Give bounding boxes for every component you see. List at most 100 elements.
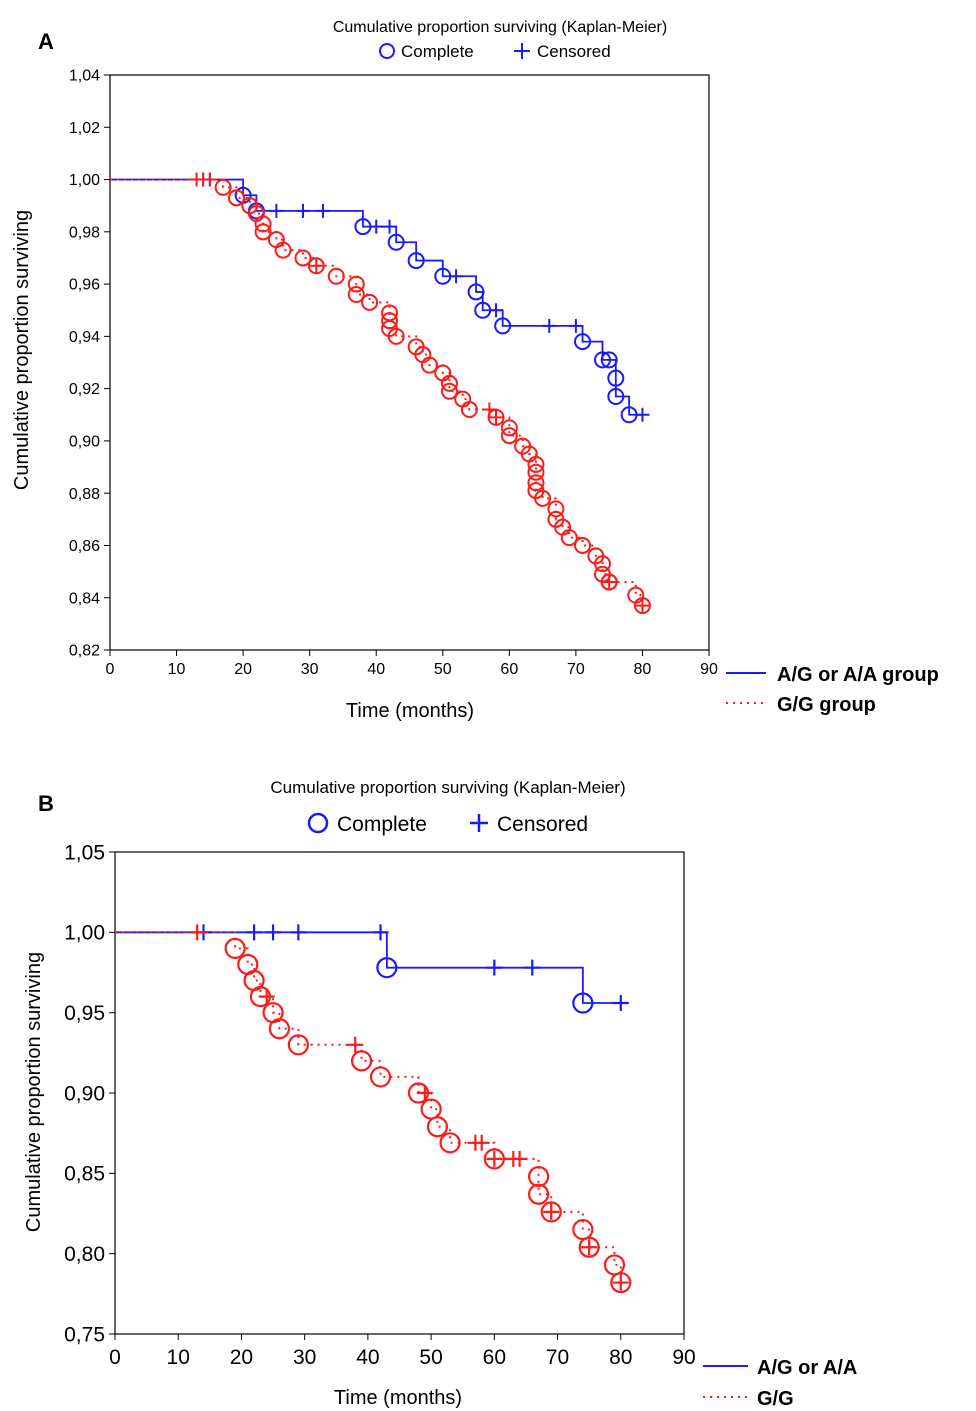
censored-marker-icon [514, 43, 530, 59]
complete-event-marker [224, 937, 246, 960]
complete-event-marker [287, 1034, 309, 1056]
x-tick-label: 20 [230, 1346, 253, 1369]
x-tick-label: 40 [356, 1346, 379, 1369]
censored-marker [296, 203, 311, 218]
legend-series-1-label: A/G or A/A [757, 1357, 857, 1379]
censored-marker [635, 598, 650, 613]
complete-event-marker [407, 252, 425, 270]
panel-a: A Cumulative proportion surviving (Kapla… [11, 19, 939, 722]
complete-event-marker [467, 283, 485, 301]
survival-curve-2 [115, 931, 622, 1283]
complete-event-marker [381, 312, 399, 330]
censored-marker [602, 575, 617, 590]
complete-event-marker [603, 1254, 626, 1276]
x-tick-label: 70 [567, 661, 585, 678]
complete-event-marker [426, 1116, 449, 1138]
complete-event-marker [560, 529, 578, 547]
censored-marker [486, 959, 503, 976]
complete-event-marker [420, 356, 438, 374]
legend-series-1-label: A/G or A/A group [777, 664, 939, 686]
x-tick-label: 80 [634, 661, 652, 678]
x-tick-label: 90 [672, 1346, 695, 1369]
legend-series-2-label: G/G [757, 1388, 794, 1410]
y-tick-label: 0,85 [64, 1163, 105, 1186]
complete-event-marker [268, 1018, 290, 1040]
x-tick-label: 70 [546, 1346, 569, 1369]
censored-marker [189, 924, 206, 941]
censored-marker [290, 924, 307, 941]
complete-event-marker [347, 286, 365, 304]
complete-event-marker [500, 427, 518, 445]
complete-event-marker [594, 351, 612, 369]
complete-event-marker [610, 1271, 632, 1294]
censored-marker [612, 995, 629, 1012]
complete-event-marker [600, 351, 618, 369]
complete-event-marker [420, 1098, 442, 1120]
censored-marker [309, 258, 324, 273]
censored-marker [449, 269, 464, 284]
complete-event-marker [574, 536, 592, 554]
y-tick-label: 0,95 [64, 1002, 105, 1025]
censored-marker [489, 303, 504, 318]
panel-b-series-legend: A/G or A/A G/G [703, 1357, 857, 1410]
y-tick-label: 0,82 [69, 643, 100, 660]
y-tick-label: 1,00 [64, 922, 105, 945]
complete-event-marker [307, 257, 325, 275]
survival-curve-2 [110, 178, 644, 606]
complete-event-marker [227, 189, 245, 207]
censored-marker [369, 219, 384, 234]
y-tick-label: 1,02 [69, 120, 100, 137]
panel-b-label: B [38, 791, 54, 816]
panel-a-x-axis: 0 10 20 30 40 50 60 70 80 90 [106, 650, 718, 678]
y-tick-label: 0,84 [69, 590, 100, 607]
legend-complete-label: Complete [337, 813, 427, 836]
complete-event-marker [347, 275, 365, 293]
x-tick-label: 0 [106, 661, 115, 678]
panel-b-x-axis-label: Time (months) [334, 1387, 462, 1409]
panel-a-series [110, 172, 651, 615]
complete-event-marker [527, 455, 545, 473]
x-tick-label: 60 [500, 661, 518, 678]
complete-event-marker [460, 401, 478, 419]
complete-event-marker [500, 419, 518, 437]
complete-event-marker [578, 1236, 600, 1258]
x-tick-label: 50 [434, 661, 452, 678]
complete-event-marker [600, 573, 618, 591]
legend-series-2-label: G/G group [777, 694, 876, 716]
censored-marker [246, 924, 263, 941]
complete-event-marker [494, 317, 512, 335]
complete-event-marker [361, 293, 379, 311]
censored-marker [524, 959, 541, 976]
censored-marker [542, 318, 557, 333]
complete-event-marker [440, 382, 458, 400]
x-tick-label: 80 [609, 1346, 632, 1369]
panel-b-series [115, 924, 632, 1294]
censored-marker [372, 924, 389, 941]
censored-marker [202, 172, 217, 187]
complete-event-marker [607, 369, 625, 387]
x-tick-label: 90 [700, 661, 718, 678]
complete-marker-icon [307, 812, 329, 834]
panel-a-x-axis-label: Time (months) [346, 700, 474, 722]
complete-event-marker [534, 489, 552, 507]
x-tick-label: 20 [234, 661, 252, 678]
panel-b-title: Cumulative proportion surviving (Kaplan-… [270, 778, 625, 797]
x-tick-label: 30 [301, 661, 319, 678]
complete-event-marker [607, 387, 625, 405]
complete-event-marker [527, 474, 545, 492]
complete-event-marker [327, 267, 345, 285]
y-tick-label: 0,96 [69, 277, 100, 294]
complete-event-marker [540, 1201, 562, 1223]
censored-marker [315, 203, 330, 218]
y-tick-label: 0,80 [64, 1243, 105, 1266]
y-tick-label: 0,90 [69, 434, 100, 451]
panel-a-title: Cumulative proportion surviving (Kaplan-… [333, 19, 667, 36]
panel-b-plot-frame [114, 851, 685, 1335]
panel-a-series-legend: A/G or A/A group G/G group [726, 664, 939, 716]
y-tick-label: 0,86 [69, 538, 100, 555]
complete-event-marker [633, 597, 651, 615]
panel-a-marker-legend: Complete Censored [379, 42, 611, 61]
x-tick-label: 0 [109, 1346, 121, 1369]
y-tick-label: 1,04 [69, 68, 100, 85]
